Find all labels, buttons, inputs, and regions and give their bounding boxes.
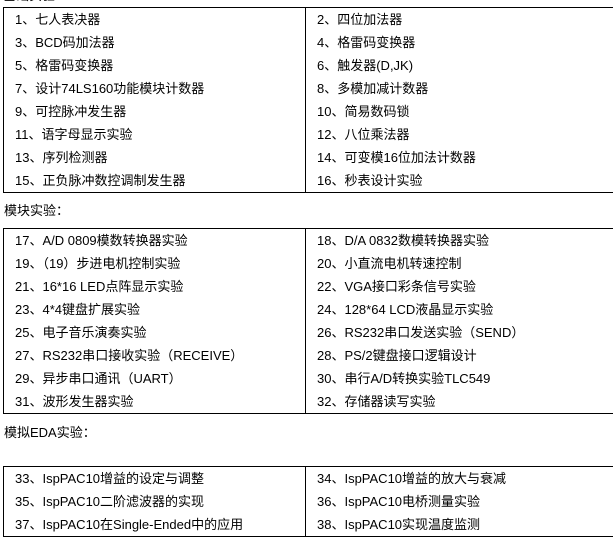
experiment-item: 13、序列检测器 [15, 150, 108, 165]
experiment-item: 22、VGA接口彩条信号实验 [305, 275, 613, 298]
experiment-item: 3、BCD码加法器 [15, 35, 115, 50]
table-row: 1、七人表决器 2、四位加法器 [4, 7, 613, 31]
experiment-item: 15、正负脉冲数控调制发生器 [15, 173, 186, 188]
experiment-item: 11、语字母显示实验 [15, 127, 133, 142]
table-row: 23、4*4键盘扩展实验 24、128*64 LCD液晶显示实验 [4, 298, 613, 321]
table-row: 11、语字母显示实验 12、八位乘法器 [4, 123, 613, 146]
experiment-item: 25、电子音乐演奏实验 [15, 325, 147, 340]
experiment-item: 12、八位乘法器 [305, 123, 613, 146]
table-row: 35、IspPAC10二阶滤波器的实现 36、IspPAC10电桥测量实验 [4, 490, 613, 513]
experiment-item: 17、A/D 0809模数转换器实验 [15, 233, 188, 248]
table-row: 9、可控脉冲发生器 10、简易数码锁 [4, 100, 613, 123]
experiment-item: 28、PS/2键盘接口逻辑设计 [305, 344, 613, 367]
experiment-item: 29、异步串口通讯（UART） [15, 371, 182, 386]
experiment-item: 19、（19）步进电机控制实验 [15, 256, 181, 271]
experiment-item: 1、七人表决器 [15, 12, 101, 27]
basic-experiments-table-wrap: 1、七人表决器 2、四位加法器 3、BCD码加法器 4、格雷码变换器 5、格雷码变换器 6… [3, 7, 613, 193]
table-row: 31、波形发生器实验 32、存储器读写实验 [4, 390, 613, 414]
experiment-item: 20、小直流电机转速控制 [305, 252, 613, 275]
experiment-item: 9、可控脉冲发生器 [15, 104, 127, 119]
experiment-item: 8、多模加减计数器 [305, 77, 613, 100]
module-experiments-body: 17、A/D 0809模数转换器实验 18、D/A 0832数模转换器实验 19、（… [4, 228, 613, 414]
table-row: 21、16*16 LED点阵显示实验 22、VGA接口彩条信号实验 [4, 275, 613, 298]
basic-experiments-table: 1、七人表决器 2、四位加法器 3、BCD码加法器 4、格雷码变换器 5、格雷码变换器 6… [3, 7, 613, 193]
experiment-item: 23、4*4键盘扩展实验 [15, 302, 140, 317]
experiment-item: 18、D/A 0832数模转换器实验 [305, 228, 613, 252]
eda-experiments-table: 33、IspPAC10增益的设定与调整 34、IspPAC10增益的放大与衰减 35… [3, 466, 613, 537]
eda-section-label: 模拟EDA实验： [4, 425, 96, 440]
experiment-item: 26、RS232串口发送实验（SEND） [305, 321, 613, 344]
experiment-item: 2、四位加法器 [305, 7, 613, 31]
experiment-item: 16、秒表设计实验 [305, 169, 613, 193]
experiment-item: 5、格雷码变换器 [15, 58, 114, 73]
experiment-item: 6、触发器(D,JK) [305, 54, 613, 77]
table-row: 33、IspPAC10增益的设定与调整 34、IspPAC10增益的放大与衰减 [4, 466, 613, 490]
table-row: 17、A/D 0809模数转换器实验 18、D/A 0832数模转换器实验 [4, 228, 613, 252]
table-row: 25、电子音乐演奏实验 26、RS232串口发送实验（SEND） [4, 321, 613, 344]
experiment-item: 34、IspPAC10增益的放大与衰减 [305, 466, 613, 490]
module-experiments-table: 17、A/D 0809模数转换器实验 18、D/A 0832数模转换器实验 19、（… [3, 228, 613, 414]
experiment-item: 30、串行A/D转换实验TLC549 [305, 367, 613, 390]
experiment-item: 32、存储器读写实验 [305, 390, 613, 414]
experiment-item: 14、可变模16位加法计数器 [305, 146, 613, 169]
table-row: 27、RS232串口接收实验（RECEIVE） 28、PS/2键盘接口逻辑设计 [4, 344, 613, 367]
table-row: 19、（19）步进电机控制实验 20、小直流电机转速控制 [4, 252, 613, 275]
experiment-item: 21、16*16 LED点阵显示实验 [15, 279, 184, 294]
clipped-top-heading: 基础实验： [3, 0, 68, 3]
eda-experiments-table-wrap: 33、IspPAC10增益的设定与调整 34、IspPAC10增益的放大与衰减 35… [3, 466, 613, 537]
experiment-item: 36、IspPAC10电桥测量实验 [305, 490, 613, 513]
experiment-item: 10、简易数码锁 [305, 100, 613, 123]
table-row: 29、异步串口通讯（UART） 30、串行A/D转换实验TLC549 [4, 367, 613, 390]
module-experiments-table-wrap: 17、A/D 0809模数转换器实验 18、D/A 0832数模转换器实验 19、（… [3, 228, 613, 414]
table-row: 13、序列检测器 14、可变模16位加法计数器 [4, 146, 613, 169]
experiment-item: 27、RS232串口接收实验（RECEIVE） [15, 348, 244, 363]
experiment-item: 7、设计74LS160功能模块计数器 [15, 81, 205, 96]
module-section-label: 模块实验： [4, 203, 70, 218]
table-row: 7、设计74LS160功能模块计数器 8、多模加减计数器 [4, 77, 613, 100]
table-row: 5、格雷码变换器 6、触发器(D,JK) [4, 54, 613, 77]
experiment-item: 35、IspPAC10二阶滤波器的实现 [15, 494, 205, 509]
experiment-item: 4、格雷码变换器 [305, 31, 613, 54]
table-row: 15、正负脉冲数控调制发生器 16、秒表设计实验 [4, 169, 613, 193]
experiment-item: 38、IspPAC10实现温度监测 [305, 513, 613, 537]
experiment-item: 31、波形发生器实验 [15, 394, 134, 409]
table-row: 37、IspPAC10在Single-Ended中的应用 38、IspPAC10实… [4, 513, 613, 537]
basic-experiments-body: 1、七人表决器 2、四位加法器 3、BCD码加法器 4、格雷码变换器 5、格雷码变换器 6… [4, 7, 613, 193]
eda-experiments-body: 33、IspPAC10增益的设定与调整 34、IspPAC10增益的放大与衰减 35… [4, 466, 613, 537]
experiment-item: 24、128*64 LCD液晶显示实验 [305, 298, 613, 321]
experiment-item: 33、IspPAC10增益的设定与调整 [15, 471, 205, 486]
table-row: 3、BCD码加法器 4、格雷码变换器 [4, 31, 613, 54]
experiment-item: 37、IspPAC10在Single-Ended中的应用 [15, 517, 244, 532]
